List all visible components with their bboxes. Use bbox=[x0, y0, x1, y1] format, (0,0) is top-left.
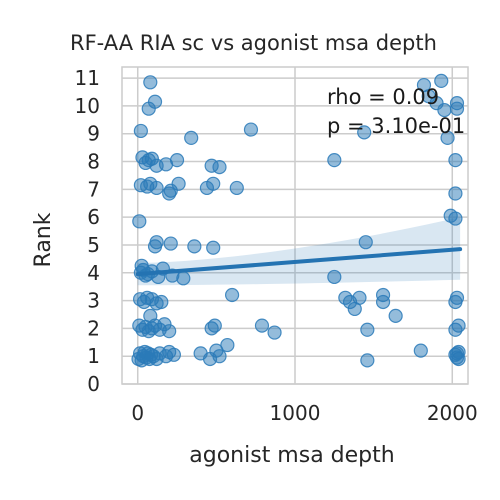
y-tick-label-8: 8 bbox=[87, 150, 100, 174]
y-tick-label-10: 10 bbox=[75, 94, 100, 118]
data-point-89 bbox=[358, 235, 373, 250]
data-point-77 bbox=[212, 160, 227, 175]
data-point-70 bbox=[207, 318, 222, 333]
data-point-30 bbox=[143, 308, 158, 323]
y-axis-label: Rank bbox=[31, 212, 56, 267]
data-point-51 bbox=[171, 176, 186, 191]
data-point-90 bbox=[360, 322, 375, 337]
data-point-14 bbox=[166, 347, 181, 362]
x-tick-label-0: 0 bbox=[131, 401, 144, 425]
x-axis-label: agonist msa depth bbox=[189, 443, 394, 468]
data-point-23 bbox=[162, 324, 177, 339]
y-tick-label-3: 3 bbox=[87, 289, 100, 313]
data-point-91 bbox=[360, 353, 375, 368]
regression-line-group bbox=[135, 247, 463, 277]
chart-title: RF-AA RIA sc vs agonist msa depth bbox=[70, 31, 437, 55]
y-tick-label-4: 4 bbox=[87, 261, 100, 285]
data-point-80 bbox=[254, 318, 270, 333]
data-point-105 bbox=[448, 153, 463, 168]
p-value-annotation: p = 3.10e-01 bbox=[327, 114, 465, 138]
y-tick-label-1: 1 bbox=[87, 344, 100, 368]
data-point-62 bbox=[143, 75, 158, 90]
data-point-116 bbox=[451, 344, 466, 360]
data-point-101 bbox=[440, 130, 455, 146]
data-point-29 bbox=[154, 294, 169, 310]
data-point-73 bbox=[229, 180, 244, 196]
data-point-64 bbox=[206, 240, 221, 255]
data-points bbox=[131, 73, 466, 368]
data-point-40 bbox=[134, 258, 149, 273]
data-point-68 bbox=[212, 349, 227, 364]
data-point-78 bbox=[184, 130, 199, 146]
y-tick-label-11: 11 bbox=[75, 66, 100, 90]
y-tick-label-7: 7 bbox=[87, 177, 100, 201]
plot-frame bbox=[121, 66, 469, 385]
data-point-94 bbox=[388, 308, 403, 323]
data-point-44 bbox=[132, 214, 147, 229]
data-point-111 bbox=[448, 322, 463, 337]
data-point-42 bbox=[149, 235, 164, 250]
data-point-58 bbox=[169, 153, 185, 168]
data-point-81 bbox=[267, 325, 282, 340]
data-point-75 bbox=[206, 176, 221, 191]
data-point-59 bbox=[133, 123, 148, 139]
data-point-107 bbox=[448, 211, 463, 226]
y-tick-label-6: 6 bbox=[87, 205, 100, 229]
data-point-48 bbox=[149, 180, 164, 196]
y-tick-label-5: 5 bbox=[87, 233, 100, 257]
data-point-93 bbox=[375, 294, 391, 310]
data-point-79 bbox=[243, 122, 259, 137]
data-point-87 bbox=[352, 290, 367, 305]
y-tick-label-2: 2 bbox=[87, 316, 100, 340]
rho-annotation: rho = 0.09 bbox=[327, 85, 439, 109]
data-point-63 bbox=[187, 239, 202, 254]
data-point-71 bbox=[220, 337, 235, 353]
y-tick-label-0: 0 bbox=[87, 372, 100, 396]
data-point-82 bbox=[327, 153, 342, 168]
data-point-72 bbox=[224, 287, 240, 303]
x-tick-label-1: 1000 bbox=[270, 401, 321, 425]
data-point-109 bbox=[448, 294, 463, 310]
data-point-95 bbox=[413, 343, 428, 358]
x-tick-label-2: 2000 bbox=[427, 401, 478, 425]
data-point-61 bbox=[147, 94, 163, 109]
y-tick-labels: 0 1 2 3 4 5 6 7 8 9 10 11 bbox=[75, 66, 100, 396]
regression-line bbox=[135, 247, 463, 277]
data-point-43 bbox=[163, 236, 178, 251]
data-point-104 bbox=[449, 101, 465, 116]
data-point-83 bbox=[327, 269, 342, 285]
data-point-88 bbox=[357, 125, 372, 140]
y-tick-label-9: 9 bbox=[87, 122, 100, 146]
data-point-99 bbox=[434, 73, 449, 89]
data-point-39 bbox=[176, 271, 191, 286]
x-tick-labels: 0 1000 2000 bbox=[131, 401, 477, 425]
data-point-106 bbox=[448, 186, 463, 201]
